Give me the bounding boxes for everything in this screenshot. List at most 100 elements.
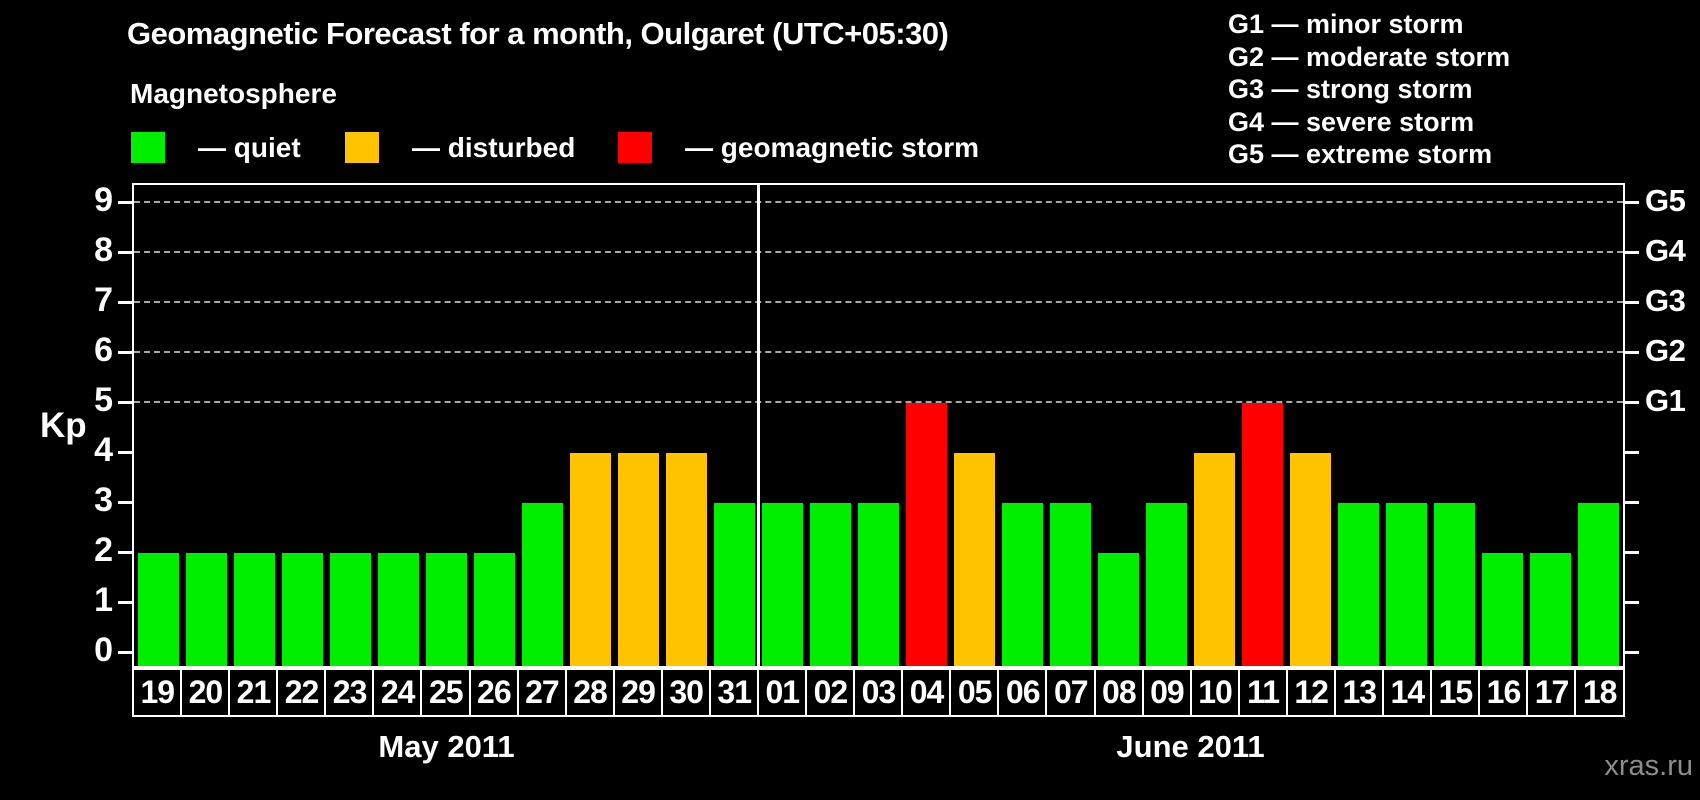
day-label-cell: 09 (1141, 668, 1193, 717)
legend-item-label: — geomagnetic storm (685, 131, 980, 163)
gridline-kp6 (134, 350, 1623, 353)
kp-bar (329, 552, 371, 666)
y-axis-tick-left (118, 200, 132, 204)
kp-bar (1481, 552, 1523, 666)
day-label-cell: 22 (276, 668, 327, 717)
day-label-cell: 05 (949, 668, 1000, 717)
y-tick-label: 5 (94, 381, 113, 419)
day-label-cell: 16 (1478, 668, 1529, 717)
y-tick-label: 2 (94, 531, 113, 569)
y-axis-tick-left (118, 600, 132, 604)
y-axis-tick-left (118, 650, 132, 654)
y-tick-label: 6 (94, 331, 113, 369)
kp-bar (1241, 402, 1283, 666)
legend-item-label: — quiet (198, 131, 301, 163)
g-scale-legend-item: G1 — minor storm (1228, 9, 1464, 39)
y-axis-tick-left (118, 450, 132, 454)
kp-bar (233, 552, 275, 666)
kp-bar (857, 502, 899, 666)
kp-bar (761, 502, 803, 666)
y-axis-tick-right (1625, 200, 1639, 204)
kp-bar (1337, 502, 1379, 666)
day-label-cell: 20 (180, 668, 231, 717)
legend-item-storm: — geomagnetic storm (618, 131, 979, 164)
day-label-cell: 14 (1382, 668, 1433, 717)
day-axis-row: 19 20 21 22 23 24 25 26 27 28 29 30 31 01 02 03 04 05 06 07… (132, 668, 1625, 717)
kp-bar (1529, 552, 1571, 666)
day-label-cell: 31 (708, 668, 760, 717)
y-axis-tick-left (118, 500, 132, 504)
y-tick-label: 9 (94, 181, 113, 219)
kp-bar (1289, 452, 1331, 666)
day-label-cell: 23 (324, 668, 375, 717)
kp-bar (953, 452, 995, 666)
g-scale-legend-item: G5 — extreme storm (1228, 139, 1493, 169)
kp-bar (1097, 552, 1139, 666)
day-label-cell: 04 (901, 668, 952, 717)
day-label-cell: 25 (420, 668, 472, 717)
y-axis-tick-left (118, 300, 132, 304)
day-label-cell: 18 (1574, 668, 1625, 717)
legend-item-quiet: — quiet (131, 131, 301, 164)
y-axis-label: Kp (40, 406, 87, 445)
y-axis-tick-right (1625, 400, 1639, 404)
gridline-kp9 (134, 200, 1623, 203)
g-scale-axis-label: G4 (1645, 233, 1686, 268)
kp-bar (521, 502, 563, 666)
day-label-cell: 03 (853, 668, 904, 717)
day-label-cell: 10 (1189, 668, 1241, 717)
g-scale-axis-label: G2 (1645, 333, 1686, 368)
day-label-cell: 07 (1045, 668, 1097, 717)
kp-bar (1385, 502, 1427, 666)
day-label-cell: 17 (1526, 668, 1577, 717)
month-label: June 2011 (1116, 729, 1265, 764)
y-tick-label: 0 (94, 631, 113, 669)
kp-bar (617, 452, 659, 666)
y-axis-tick-left (118, 250, 132, 254)
kp-bar (1433, 502, 1475, 666)
kp-bar (1001, 502, 1043, 666)
day-label-cell: 15 (1430, 668, 1481, 717)
kp-bar (185, 552, 227, 666)
day-label-cell: 29 (612, 668, 664, 717)
legend-item-label: — disturbed (412, 131, 576, 163)
kp-bar (1193, 452, 1235, 666)
disturbed-color-swatch (345, 132, 379, 163)
y-axis-tick-left (118, 350, 132, 354)
y-tick-label: 3 (94, 481, 113, 519)
storm-color-swatch (618, 132, 652, 163)
kp-bar (473, 552, 515, 666)
kp-bar (713, 502, 755, 666)
gridline-kp7 (134, 300, 1623, 303)
y-axis-tick-right (1625, 600, 1639, 604)
g-scale-axis-label: G3 (1645, 283, 1686, 318)
day-label-cell: 27 (516, 668, 568, 717)
plot-area (132, 183, 1625, 668)
day-label-cell: 01 (757, 668, 808, 717)
kp-bar (1049, 502, 1091, 666)
y-axis-tick-right (1625, 550, 1639, 554)
g-scale-legend-item: G3 — strong storm (1228, 74, 1473, 104)
y-tick-label: 7 (94, 281, 113, 319)
y-tick-label: 4 (94, 431, 113, 469)
kp-bar (1577, 502, 1619, 666)
day-label-cell: 08 (1093, 668, 1145, 717)
month-label: May 2011 (378, 729, 515, 764)
watermark: xras.ru (1604, 750, 1693, 782)
y-axis-tick-right (1625, 250, 1639, 254)
gridline-kp5 (134, 400, 1623, 403)
day-label-cell: 19 (132, 668, 183, 717)
g-scale-legend-item: G2 — moderate storm (1228, 41, 1511, 72)
y-axis-tick-right (1625, 350, 1639, 354)
g-scale-axis-label: G5 (1645, 183, 1686, 218)
kp-bar (665, 452, 707, 666)
kp-bar (377, 552, 419, 666)
chart-title: Geomagnetic Forecast for a month, Oulgar… (127, 16, 949, 51)
kp-bar (137, 552, 179, 666)
g-scale-legend: G1 — minor storm G2 — moderate storm G3 — … (1228, 8, 1510, 171)
kp-bar (905, 402, 947, 666)
magnetosphere-legend-heading: Magnetosphere (130, 78, 337, 109)
y-tick-label: 1 (94, 581, 113, 619)
gridline-kp8 (134, 250, 1623, 253)
